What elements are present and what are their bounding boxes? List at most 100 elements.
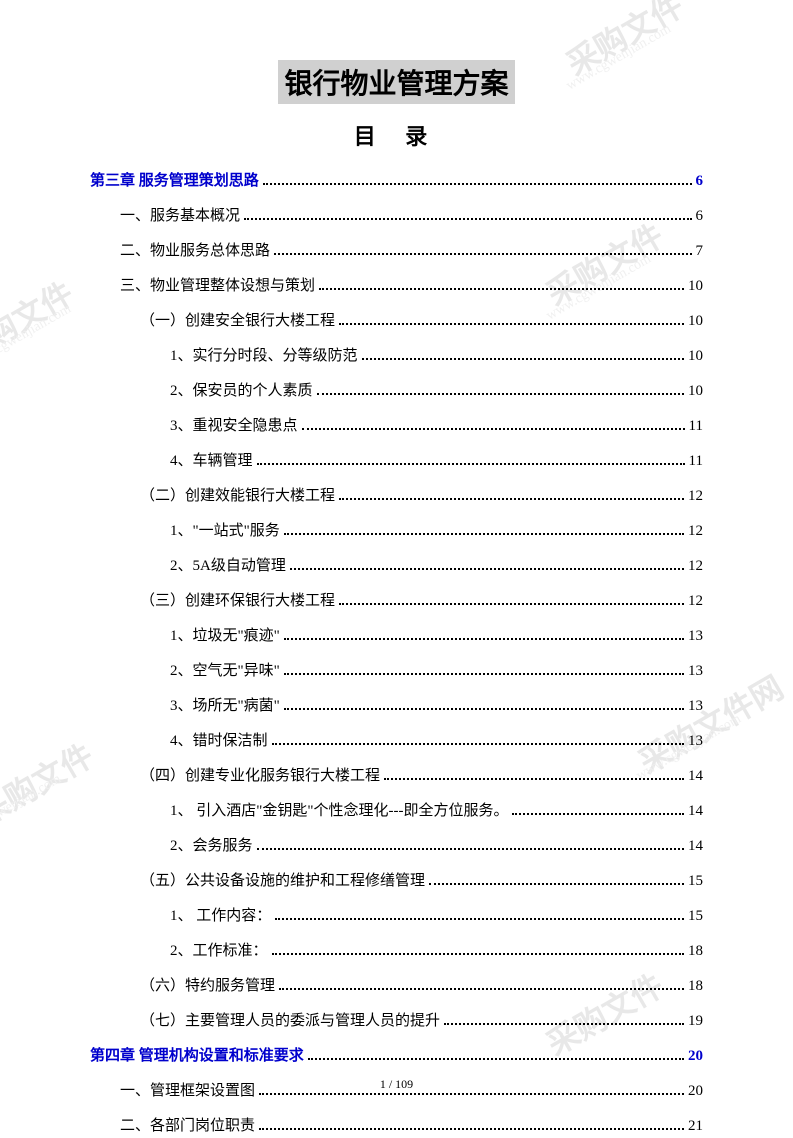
toc-dots xyxy=(319,288,684,290)
toc-entry-text: （六）特约服务管理 xyxy=(140,974,275,998)
document-title: 银行物业管理方案 xyxy=(278,60,514,104)
toc-entry-page: 10 xyxy=(688,274,703,298)
toc-dots xyxy=(284,708,684,710)
toc-entry-page: 12 xyxy=(688,554,703,578)
toc-dots xyxy=(279,988,684,990)
toc-dots xyxy=(339,498,684,500)
toc-entry: 一、服务基本概况 6 xyxy=(120,204,703,228)
toc-entry: 3、场所无"病菌"13 xyxy=(170,694,703,718)
toc-entry: 第三章 服务管理策划思路 6 xyxy=(90,169,703,193)
toc-dots xyxy=(274,253,691,255)
toc-entry-page: 19 xyxy=(688,1009,703,1033)
toc-entry: 1、"一站式"服务 12 xyxy=(170,519,703,543)
toc-entry-text: 第三章 服务管理策划思路 xyxy=(90,169,259,193)
toc-entry-page: 18 xyxy=(688,939,703,963)
toc-dots xyxy=(429,883,684,885)
toc-entry-page: 15 xyxy=(688,869,703,893)
toc-dots xyxy=(284,638,684,640)
toc-entry-page: 13 xyxy=(688,624,703,648)
watermark: www.cgwenjian.com xyxy=(0,772,64,845)
toc-entry: 4、错时保洁制 13 xyxy=(170,729,703,753)
toc-entry-page: 13 xyxy=(688,659,703,683)
toc-entry-page: 6 xyxy=(696,169,704,193)
toc-entry-text: 1、 工作内容： xyxy=(170,904,271,928)
toc-dots xyxy=(308,1058,684,1060)
toc-dots xyxy=(302,428,685,430)
toc-entry: 2、5A级自动管理 12 xyxy=(170,554,703,578)
toc-entry: 2、会务服务 14 xyxy=(170,834,703,858)
title-container: 银行物业管理方案 xyxy=(90,60,703,104)
document-content: 银行物业管理方案 目 录 第三章 服务管理策划思路 6 一、服务基本概况 6 二、物业服… xyxy=(90,60,703,1138)
toc-dots xyxy=(272,953,684,955)
toc-entry-page: 12 xyxy=(688,484,703,508)
toc-dots xyxy=(339,323,684,325)
toc-dots xyxy=(259,1093,684,1095)
toc-entry-text: 二、各部门岗位职责 xyxy=(120,1114,255,1138)
toc-dots xyxy=(284,673,684,675)
toc-entry-text: 1、实行分时段、分等级防范 xyxy=(170,344,358,368)
toc-dots xyxy=(512,813,684,815)
toc-entry-text: （七）主要管理人员的委派与管理人员的提升 xyxy=(140,1009,440,1033)
toc-dots xyxy=(362,358,684,360)
toc-entry-page: 20 xyxy=(688,1079,703,1103)
toc-entry: 1、实行分时段、分等级防范10 xyxy=(170,344,703,368)
toc-dots xyxy=(244,218,691,220)
toc-entry: 3、重视安全隐患点 11 xyxy=(170,414,703,438)
toc-entry-page: 21 xyxy=(688,1114,703,1138)
toc-dots xyxy=(339,603,684,605)
toc-entry-text: 1、"一站式"服务 xyxy=(170,519,280,543)
toc-entry-text: 一、服务基本概况 xyxy=(120,204,240,228)
toc-entry-page: 6 xyxy=(696,204,704,228)
toc-entry: 4、车辆管理11 xyxy=(170,449,703,473)
toc-entry-text: 2、工作标准： xyxy=(170,939,268,963)
toc-entry: （二）创建效能银行大楼工程 12 xyxy=(140,484,703,508)
toc-dots xyxy=(275,918,684,920)
toc-entry-text: 2、会务服务 xyxy=(170,834,253,858)
toc-entry: （三）创建环保银行大楼工程12 xyxy=(140,589,703,613)
toc-entry-page: 14 xyxy=(688,799,703,823)
toc-entry: 二、物业服务总体思路7 xyxy=(120,239,703,263)
toc-entry-page: 20 xyxy=(688,1044,703,1068)
toc-entry-page: 14 xyxy=(688,834,703,858)
toc-entry: 第四章 管理机构设置和标准要求 20 xyxy=(90,1044,703,1068)
toc-entry-text: 一、管理框架设置图 xyxy=(120,1079,255,1103)
toc-entry: 三、物业管理整体设想与策划 10 xyxy=(120,274,703,298)
toc-entry-text: 4、错时保洁制 xyxy=(170,729,268,753)
toc-entry: （六）特约服务管理18 xyxy=(140,974,703,998)
toc-entry-text: 3、重视安全隐患点 xyxy=(170,414,298,438)
toc-dots xyxy=(263,183,692,185)
toc-entry-text: （二）创建效能银行大楼工程 xyxy=(140,484,335,508)
toc-entry-page: 11 xyxy=(689,414,703,438)
toc-entry: 2、保安员的个人素质10 xyxy=(170,379,703,403)
toc-dots xyxy=(384,778,684,780)
toc-entry-text: （一）创建安全银行大楼工程 xyxy=(140,309,335,333)
toc-entry-text: 二、物业服务总体思路 xyxy=(120,239,270,263)
toc-dots xyxy=(284,533,684,535)
toc-dots xyxy=(257,848,684,850)
toc-entry-text: 3、场所无"病菌" xyxy=(170,694,280,718)
toc-entry-page: 12 xyxy=(688,519,703,543)
toc-entry-page: 14 xyxy=(688,764,703,788)
toc-dots xyxy=(317,393,684,395)
toc-entry-page: 10 xyxy=(688,309,703,333)
toc-entry-page: 13 xyxy=(688,729,703,753)
toc-entry-text: 1、垃圾无"痕迹" xyxy=(170,624,280,648)
toc-entry: 二、各部门岗位职责 21 xyxy=(120,1114,703,1138)
toc-entry: （七）主要管理人员的委派与管理人员的提升 19 xyxy=(140,1009,703,1033)
toc-entry: （四）创建专业化服务银行大楼工程14 xyxy=(140,764,703,788)
toc-dots xyxy=(444,1023,684,1025)
toc-dots xyxy=(290,568,684,570)
watermark: 采购文件 xyxy=(0,731,101,835)
watermark: www.cgwenjian.com xyxy=(0,302,74,375)
toc-entry-text: （三）创建环保银行大楼工程 xyxy=(140,589,335,613)
toc-dots xyxy=(259,1128,684,1130)
toc-entry-page: 11 xyxy=(689,449,703,473)
toc-entry: 1、 工作内容：15 xyxy=(170,904,703,928)
toc-entry-text: 第四章 管理机构设置和标准要求 xyxy=(90,1044,304,1068)
toc-entry-text: 2、5A级自动管理 xyxy=(170,554,286,578)
toc-title: 目 录 xyxy=(90,119,703,151)
toc-entry-text: （五）公共设备设施的维护和工程修缮管理 xyxy=(140,869,425,893)
toc-entry: （一）创建安全银行大楼工程 10 xyxy=(140,309,703,333)
toc-entry-text: 三、物业管理整体设想与策划 xyxy=(120,274,315,298)
toc-entry: （五）公共设备设施的维护和工程修缮管理 15 xyxy=(140,869,703,893)
